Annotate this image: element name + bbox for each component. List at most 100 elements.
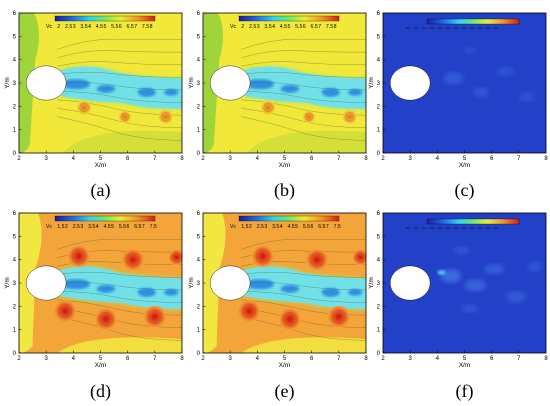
colorbar-tick-mark [485,227,490,229]
x-tick-label: 3 [408,156,412,162]
eddy-2 [54,300,77,322]
y-tick-label: 4 [377,58,381,64]
y-tick-label: 5 [377,234,381,240]
colorbar-tick-mark [477,227,482,229]
x-axis-label: X/m [459,162,471,169]
colorbar-variable: Vc [230,24,236,30]
colorbar-tick: 3 [257,24,260,30]
colorbar-tick-mark [429,27,434,29]
colorbar-tick: 3.5 [80,24,87,30]
colorbar-tick: 5.5 [295,24,302,30]
contour-line-3 [57,91,182,103]
eddy-1 [118,110,131,123]
eddy-ring-5 [355,252,366,263]
colorbar-tick: 6.5 [311,24,318,30]
eddy-0 [251,245,274,268]
colorbar-tick: 5 [103,24,106,30]
colorbar-tick: 3.5 [264,24,271,30]
eddy-4 [327,305,350,328]
colorbar-tick: 1.5 [241,224,248,230]
error-hotspot [437,270,446,275]
y-tick-label: 4 [197,258,201,264]
y-tick-label: 2 [197,304,201,310]
eddy-ring-2 [242,304,257,318]
panel-b-field: Vc 2 2.5 3 3.5 4 4.5 5 5.5 6 6.5 7 7.5 8 [203,13,366,153]
y-tick-label: 6 [377,211,381,217]
x-tick-label: 2 [201,356,205,362]
contour-line-6 [240,61,366,67]
eddy-3 [278,308,301,331]
y-tick-label: 1 [377,328,381,334]
wake-core-2 [137,87,156,97]
error-patch-2 [484,264,505,274]
y-tick-label: 6 [377,11,381,17]
colorbar-tick: 4.5 [96,24,103,30]
x-tick-label: 5 [99,356,103,362]
x-tick-label: 3 [228,356,232,362]
x-tick-label: 6 [310,156,314,162]
panel-b: Vc 2 2.5 3 3.5 4 4.5 5 5.5 6 6.5 7 7.5 82 3 4 5 6 7 8012345… [188,11,368,201]
eddy-ring-1 [126,252,141,267]
colorbar-strip [54,15,156,22]
colorbar-tick-mark [469,27,474,29]
colorbar-variable: Vc [46,224,52,230]
contour-line-4 [57,282,182,291]
y-axis-label: Y/m [188,77,195,89]
y-tick-label: 3 [197,81,201,87]
subfigure-caption: (b) [274,180,295,201]
x-tick-label: 5 [463,356,467,362]
error-patch-3 [506,291,527,303]
x-tick-label: 5 [463,156,467,162]
colorbar-tick-mark [477,27,482,29]
x-tick-label: 2 [201,156,205,162]
colorbar-variable: Vc [46,24,52,30]
wake-core-2 [321,87,340,97]
colorbar-tick: 3 [80,224,83,230]
x-tick-label: 8 [180,156,184,162]
contour-line-4 [241,82,366,91]
colorbar-tick-mark [437,227,442,229]
colorbar-tick-mark [485,27,490,29]
y-tick-label: 6 [197,211,201,217]
y-tick-label: 6 [13,211,17,217]
colorbar-tick: 2.5 [65,24,72,30]
colorbar-tick: 4.5 [287,224,294,230]
colorbar-tick: 3.5 [88,224,95,230]
wake-core-3 [164,88,179,96]
y-axis-label: Y/m [368,277,375,289]
colorbar-variable: Vc [230,224,236,230]
colorbar-tick-mark [437,27,442,29]
x-tick-label: 8 [180,356,184,362]
panel-a-field: Vc 2 2.5 3 3.5 4 4.5 5 5.5 6 6.5 7 7.5 8 [19,13,182,153]
y-tick-label: 5 [377,34,381,40]
colorbar-tick: 8 [150,24,153,30]
panel-e-field: Vc 1.5 2 2.5 3 3.5 4 4.5 5 5.5 6 6.5 7 7.5 [203,213,366,353]
colorbar-tick: 2.5 [249,24,256,30]
wake-core-1 [96,284,115,293]
y-tick-label: 5 [13,234,17,240]
colorbar-tick: 2 [57,24,60,30]
y-tick-label: 6 [197,11,201,17]
subfigure-caption: (d) [90,381,111,402]
eddy-ring-1 [121,112,129,121]
eddy-3 [94,308,117,331]
contour-line-3 [241,291,366,303]
error-patch-1 [464,279,487,292]
contour-line-6 [56,61,182,67]
panel-c: 2 3 4 5 6 7 8 0 1 2 3 4 5 6 X/m Y/m (c) [368,11,548,201]
contour-line-4 [241,282,366,291]
cylinder [209,65,251,101]
y-tick-label: 3 [197,281,201,287]
wake-core-3 [348,288,363,296]
x-tick-label: 4 [72,156,76,162]
error-patch-0 [440,269,461,283]
colorbar-tick: 7.5 [326,24,333,30]
y-tick-label: 3 [377,81,381,87]
colorbar-tick: 5 [287,24,290,30]
colorbar-tick: 3 [264,224,267,230]
y-tick-label: 6 [13,11,17,17]
contour-line-5 [241,72,366,78]
wake-core-2 [137,287,156,297]
colorbar-tick: 7 [142,224,145,230]
y-tick-label: 3 [13,81,17,87]
